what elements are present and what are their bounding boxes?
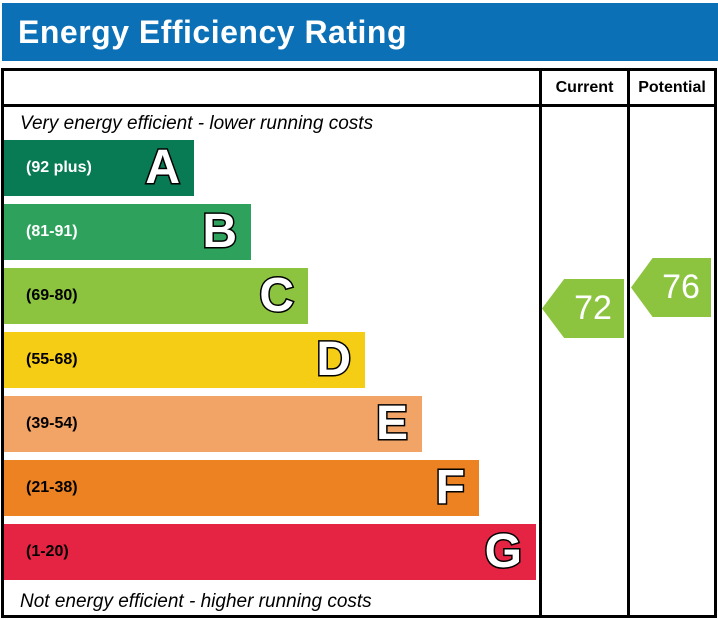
potential-rating-value: 76 — [662, 268, 700, 306]
current-rating-value: 72 — [574, 289, 612, 327]
caption-very-efficient: Very energy efficient - lower running co… — [20, 112, 374, 134]
epc-band-bar: (92 plus) A — [4, 140, 194, 196]
band-letter: F — [434, 461, 466, 514]
column-header-potential: Potential — [627, 71, 714, 104]
bands-area: Very energy efficient - lower running co… — [4, 107, 539, 615]
band-range-label: (55-68) — [26, 351, 78, 368]
epc-band-bar: (39-54) E — [4, 396, 422, 452]
epc-band-row: (92 plus) A — [4, 140, 539, 196]
epc-band-row: (1-20) G — [4, 524, 539, 580]
band-range-label: (1-20) — [26, 543, 69, 560]
epc-table: Current Potential Very energy efficient … — [1, 68, 717, 618]
epc-band-row: (69-80) C — [4, 268, 539, 324]
epc-band-row: (21-38) F — [4, 460, 539, 516]
bands-container: (92 plus) A (81-91) B (69-80) C (55-68) … — [4, 140, 539, 588]
potential-rating-arrow: 76 — [631, 258, 711, 317]
band-range-label: (81-91) — [26, 223, 78, 240]
table-header-row: Current Potential — [4, 71, 714, 107]
band-range-label: (92 plus) — [26, 159, 92, 176]
potential-rating-column: 76 — [627, 107, 714, 615]
epc-band-bar: (81-91) B — [4, 204, 251, 260]
band-letter: G — [483, 525, 523, 578]
band-letter: C — [258, 269, 296, 322]
epc-band-bar: (55-68) D — [4, 332, 365, 388]
band-range-label: (21-38) — [26, 479, 78, 496]
chart-title-bar: Energy Efficiency Rating — [2, 3, 718, 61]
current-rating-column: 72 — [539, 107, 627, 615]
band-letter: A — [144, 141, 182, 194]
current-rating-arrow: 72 — [542, 279, 624, 338]
column-header-current: Current — [539, 71, 627, 104]
epc-band-bar: (1-20) G — [4, 524, 536, 580]
epc-band-row: (55-68) D — [4, 332, 539, 388]
band-letter: B — [201, 205, 239, 258]
epc-band-row: (81-91) B — [4, 204, 539, 260]
chart-title: Energy Efficiency Rating — [18, 13, 407, 50]
table-body-row: Very energy efficient - lower running co… — [4, 107, 714, 615]
band-range-label: (69-80) — [26, 287, 78, 304]
band-letter: D — [315, 333, 353, 386]
header-bands-spacer — [4, 71, 539, 104]
epc-band-bar: (69-80) C — [4, 268, 308, 324]
epc-band-bar: (21-38) F — [4, 460, 479, 516]
band-range-label: (39-54) — [26, 415, 78, 432]
epc-band-row: (39-54) E — [4, 396, 539, 452]
band-letter: E — [374, 397, 409, 450]
caption-not-efficient: Not energy efficient - higher running co… — [20, 590, 372, 612]
